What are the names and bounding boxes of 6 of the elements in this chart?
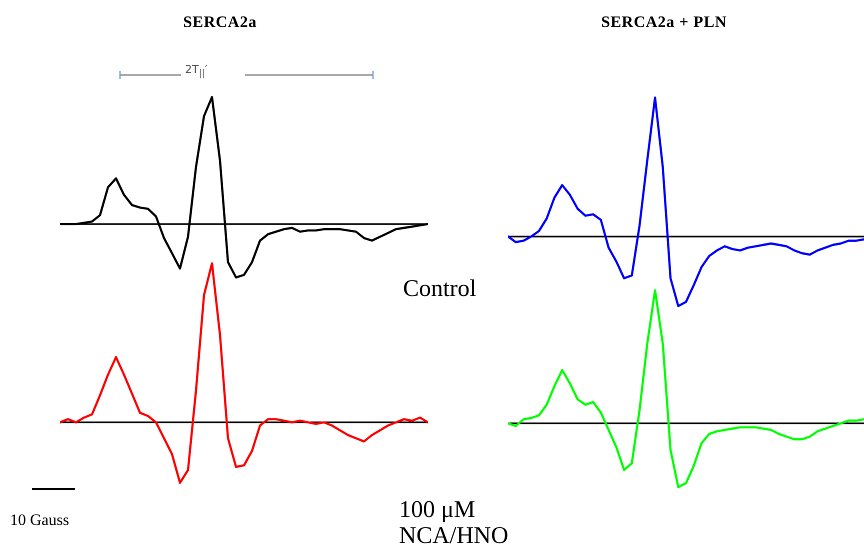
- text: 10 Gauss: [10, 512, 70, 530]
- annotation: Control: [403, 276, 476, 302]
- chart-title: SERCA2a: [182, 14, 258, 32]
- text: 100 μM NCA/HNO: [399, 497, 510, 550]
- text: 2T$_{||}$′: [185, 63, 208, 80]
- chart-title: SERCA2a + PLN: [600, 14, 728, 32]
